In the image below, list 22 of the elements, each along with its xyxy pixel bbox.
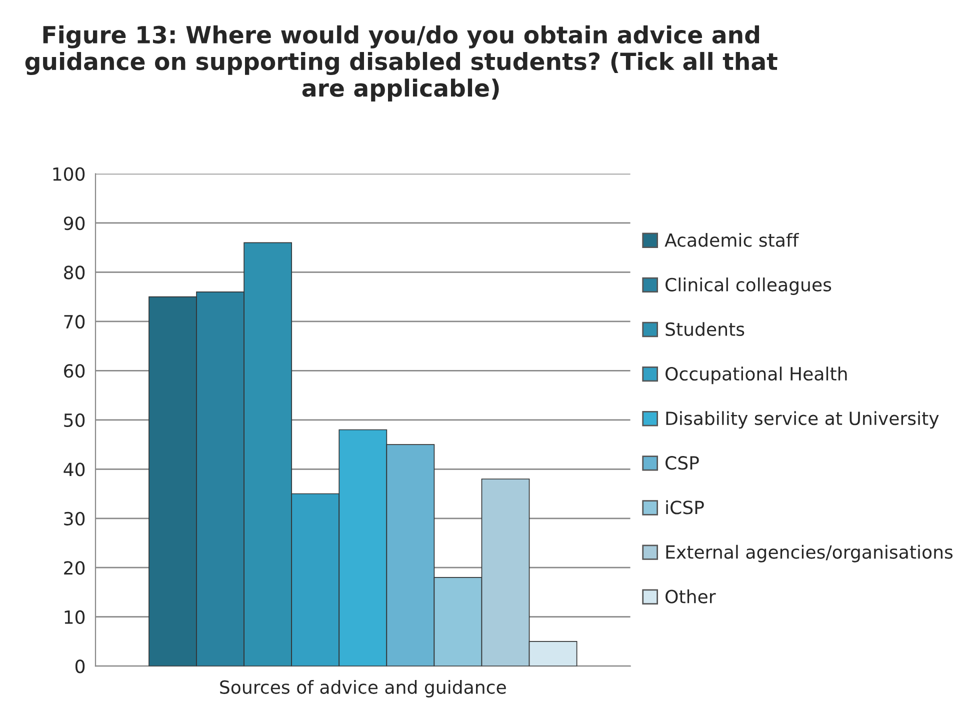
legend-label: CSP xyxy=(666,456,699,470)
legend-label: Other xyxy=(666,589,716,604)
x-tick-label: Sources of advice and guidance xyxy=(220,680,506,698)
y-tick-label: 30 xyxy=(64,512,85,526)
legend-label: Students xyxy=(666,322,744,336)
legend-label: iCSP xyxy=(666,500,704,514)
y-tick-label: 20 xyxy=(64,561,85,575)
y-tick-label: 70 xyxy=(64,314,85,329)
y-tick-label: 80 xyxy=(64,266,85,280)
y-tick-label: 40 xyxy=(64,462,85,476)
y-tick-label: 0 xyxy=(75,660,85,674)
chart-title: Figure 13: Where would you/do you obtain advice and guidance on supporting disabled students? (Tick all that are applicable) xyxy=(25,25,778,102)
legend-label: Disability service at University xyxy=(666,411,939,429)
y-tick-label: 100 xyxy=(53,167,85,181)
y-tick-label: 90 xyxy=(64,216,85,230)
y-tick-label: 50 xyxy=(64,413,85,428)
legend-label: Occupational Health xyxy=(666,366,847,384)
legend-label: Clinical colleagues xyxy=(666,278,832,295)
legend-label: External agencies/organisations xyxy=(666,544,953,562)
y-tick-label: 60 xyxy=(64,364,85,378)
legend-label: Academic staff xyxy=(664,232,800,247)
y-tick-label: 10 xyxy=(64,610,85,624)
